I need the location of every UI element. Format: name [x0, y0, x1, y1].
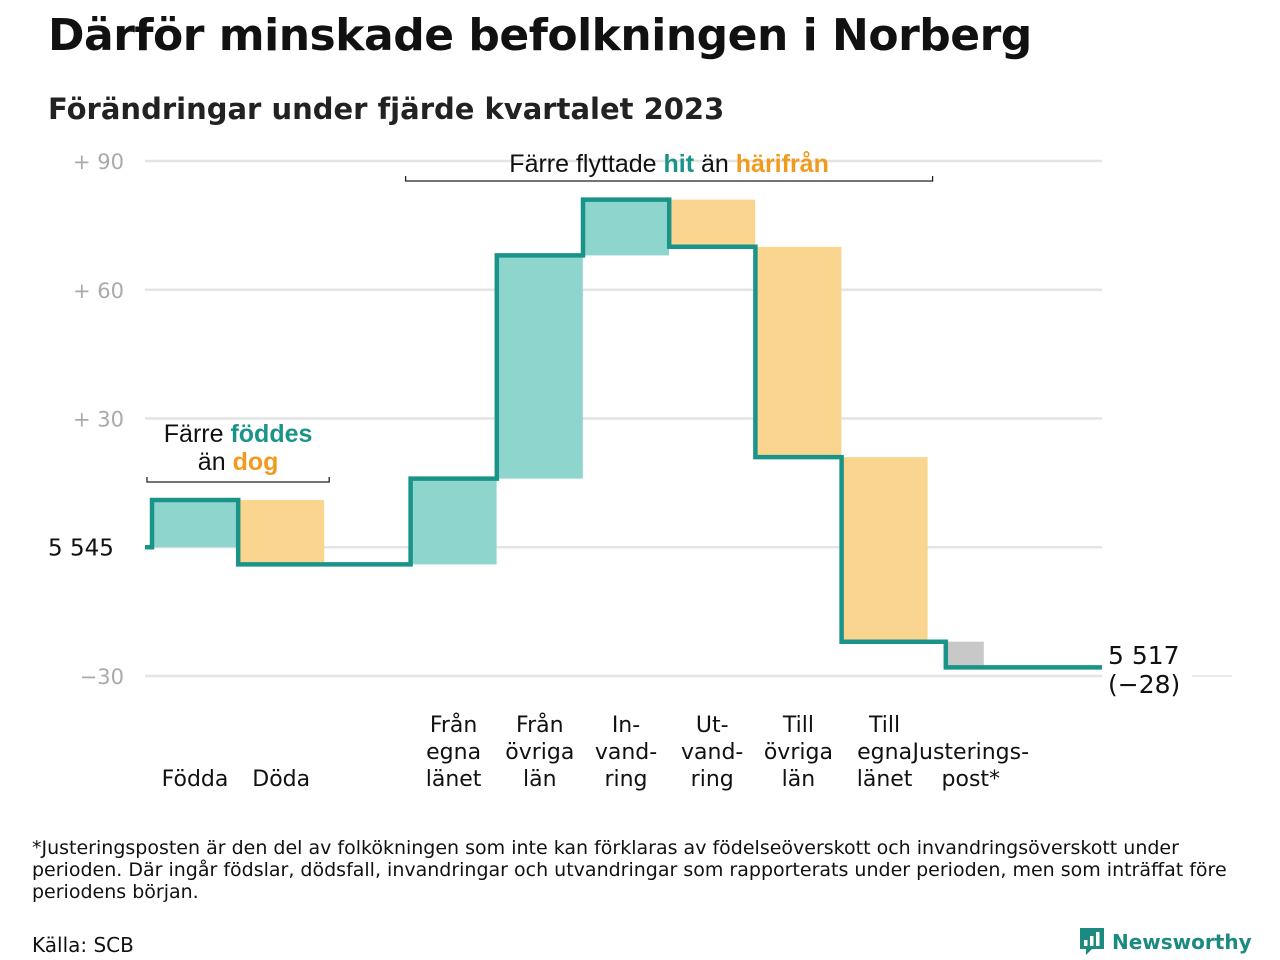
waterfall-bar — [841, 457, 928, 642]
category-label: egna — [426, 740, 481, 765]
annotation-text: än dog — [198, 448, 279, 476]
category-label: Justerings- — [911, 740, 1030, 765]
source-note: Källa: SCB — [32, 933, 134, 957]
category-label: län — [523, 767, 557, 792]
category-label: Födda — [162, 767, 229, 792]
annotation-text: Färre föddes — [164, 420, 313, 448]
category-label: post* — [942, 767, 1001, 792]
chart-subtitle: Förändringar under fjärde kvartalet 2023 — [48, 92, 725, 126]
chart-title: Därför minskade befolkningen i Norberg — [48, 10, 1032, 61]
category-label: ring — [604, 767, 647, 792]
waterfall-bar — [238, 500, 325, 565]
waterfall-bar — [152, 500, 238, 548]
annotation-bracket — [146, 477, 330, 483]
waterfall-bar — [583, 199, 669, 256]
footnote: *Justeringsposten är den del av folkökni… — [32, 837, 1227, 903]
cumulative-step-line — [145, 197, 1102, 670]
bar-layer — [152, 199, 984, 668]
brand: Newsworthy — [1080, 928, 1252, 955]
category-label: Döda — [252, 767, 310, 792]
end-value-label: 5 517 — [1108, 641, 1180, 670]
category-label: Ut- — [696, 713, 729, 738]
category-label: Från — [430, 712, 478, 738]
newsworthy-logo-icon — [1080, 928, 1104, 955]
category-label: Till — [868, 713, 900, 738]
brand-name: Newsworthy — [1112, 929, 1252, 954]
y-tick-label: + 30 — [73, 408, 124, 432]
category-label: länet — [426, 767, 482, 792]
category-label: Från — [516, 712, 564, 738]
category-labels: Födda DödaFrånegnalänetFrånövrigalänIn-va… — [162, 712, 1029, 792]
annotation-bracket — [404, 176, 934, 182]
waterfall-bar — [945, 641, 984, 668]
category-label: Till — [782, 713, 814, 738]
waterfall-bar — [410, 478, 497, 565]
category-label: länet — [857, 767, 913, 792]
step-line-layer — [145, 197, 1102, 670]
y-tick-label: + 90 — [73, 150, 124, 174]
end-change-label: (−28) — [1108, 670, 1180, 699]
category-label: övriga — [505, 740, 574, 765]
category-label: egna — [857, 740, 912, 765]
y-tick-label: −30 — [80, 665, 124, 689]
annotation-text: Färre flyttade hit än härifrån — [509, 150, 829, 178]
category-label: ring — [691, 767, 734, 792]
category-label: övriga — [764, 740, 833, 765]
y-axis-ticks: + 90 + 60 + 30 −30 — [73, 150, 124, 689]
category-label: In- — [612, 713, 640, 738]
waterfall-bar — [496, 255, 583, 479]
category-label: vand- — [681, 740, 743, 765]
start-value-label: 5 545 — [48, 535, 114, 561]
category-label: vand- — [595, 740, 657, 765]
category-label: län — [782, 767, 816, 792]
value-labels: 5 545 5 517(−28) — [48, 535, 1180, 699]
waterfall-bar — [755, 246, 842, 458]
y-tick-label: + 60 — [73, 279, 124, 303]
waterfall-bar — [669, 199, 756, 247]
